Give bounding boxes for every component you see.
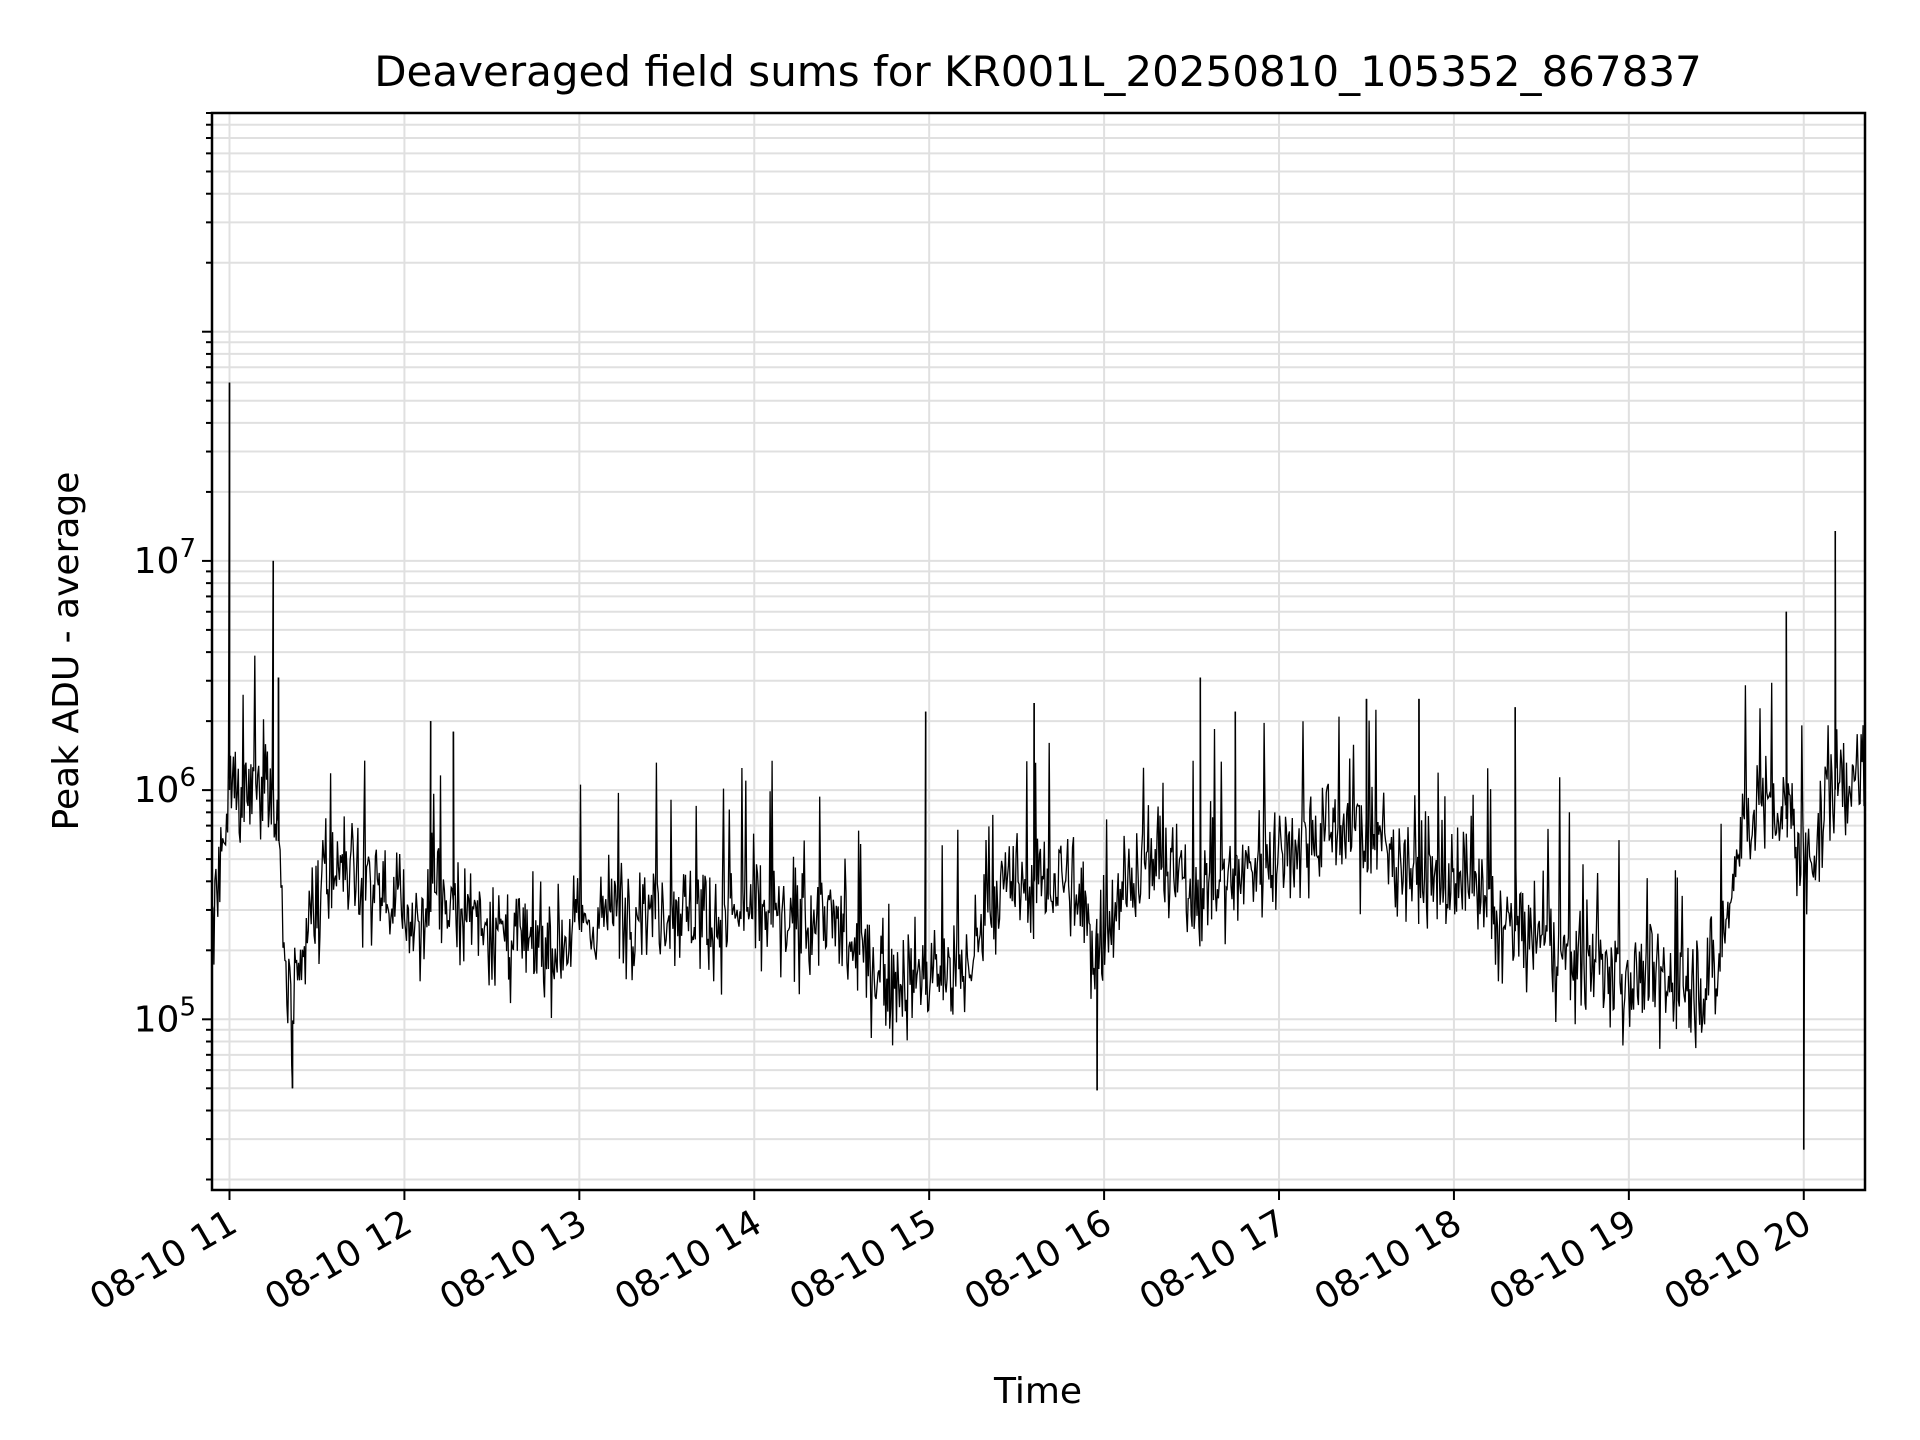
chart-title: Deaveraged field sums for KR001L_2025081… [374, 47, 1702, 96]
y-axis-label: Peak ADU - average [46, 472, 87, 831]
y-tick-label: 105 [134, 992, 196, 1040]
y-tick-label: 106 [134, 763, 196, 811]
x-axis-label: Time [993, 1371, 1082, 1412]
y-axis: 105 106 107 [134, 112, 212, 1181]
series-line [211, 382, 1866, 1150]
data-series [211, 382, 1866, 1150]
y-tick-label: 107 [134, 534, 196, 582]
